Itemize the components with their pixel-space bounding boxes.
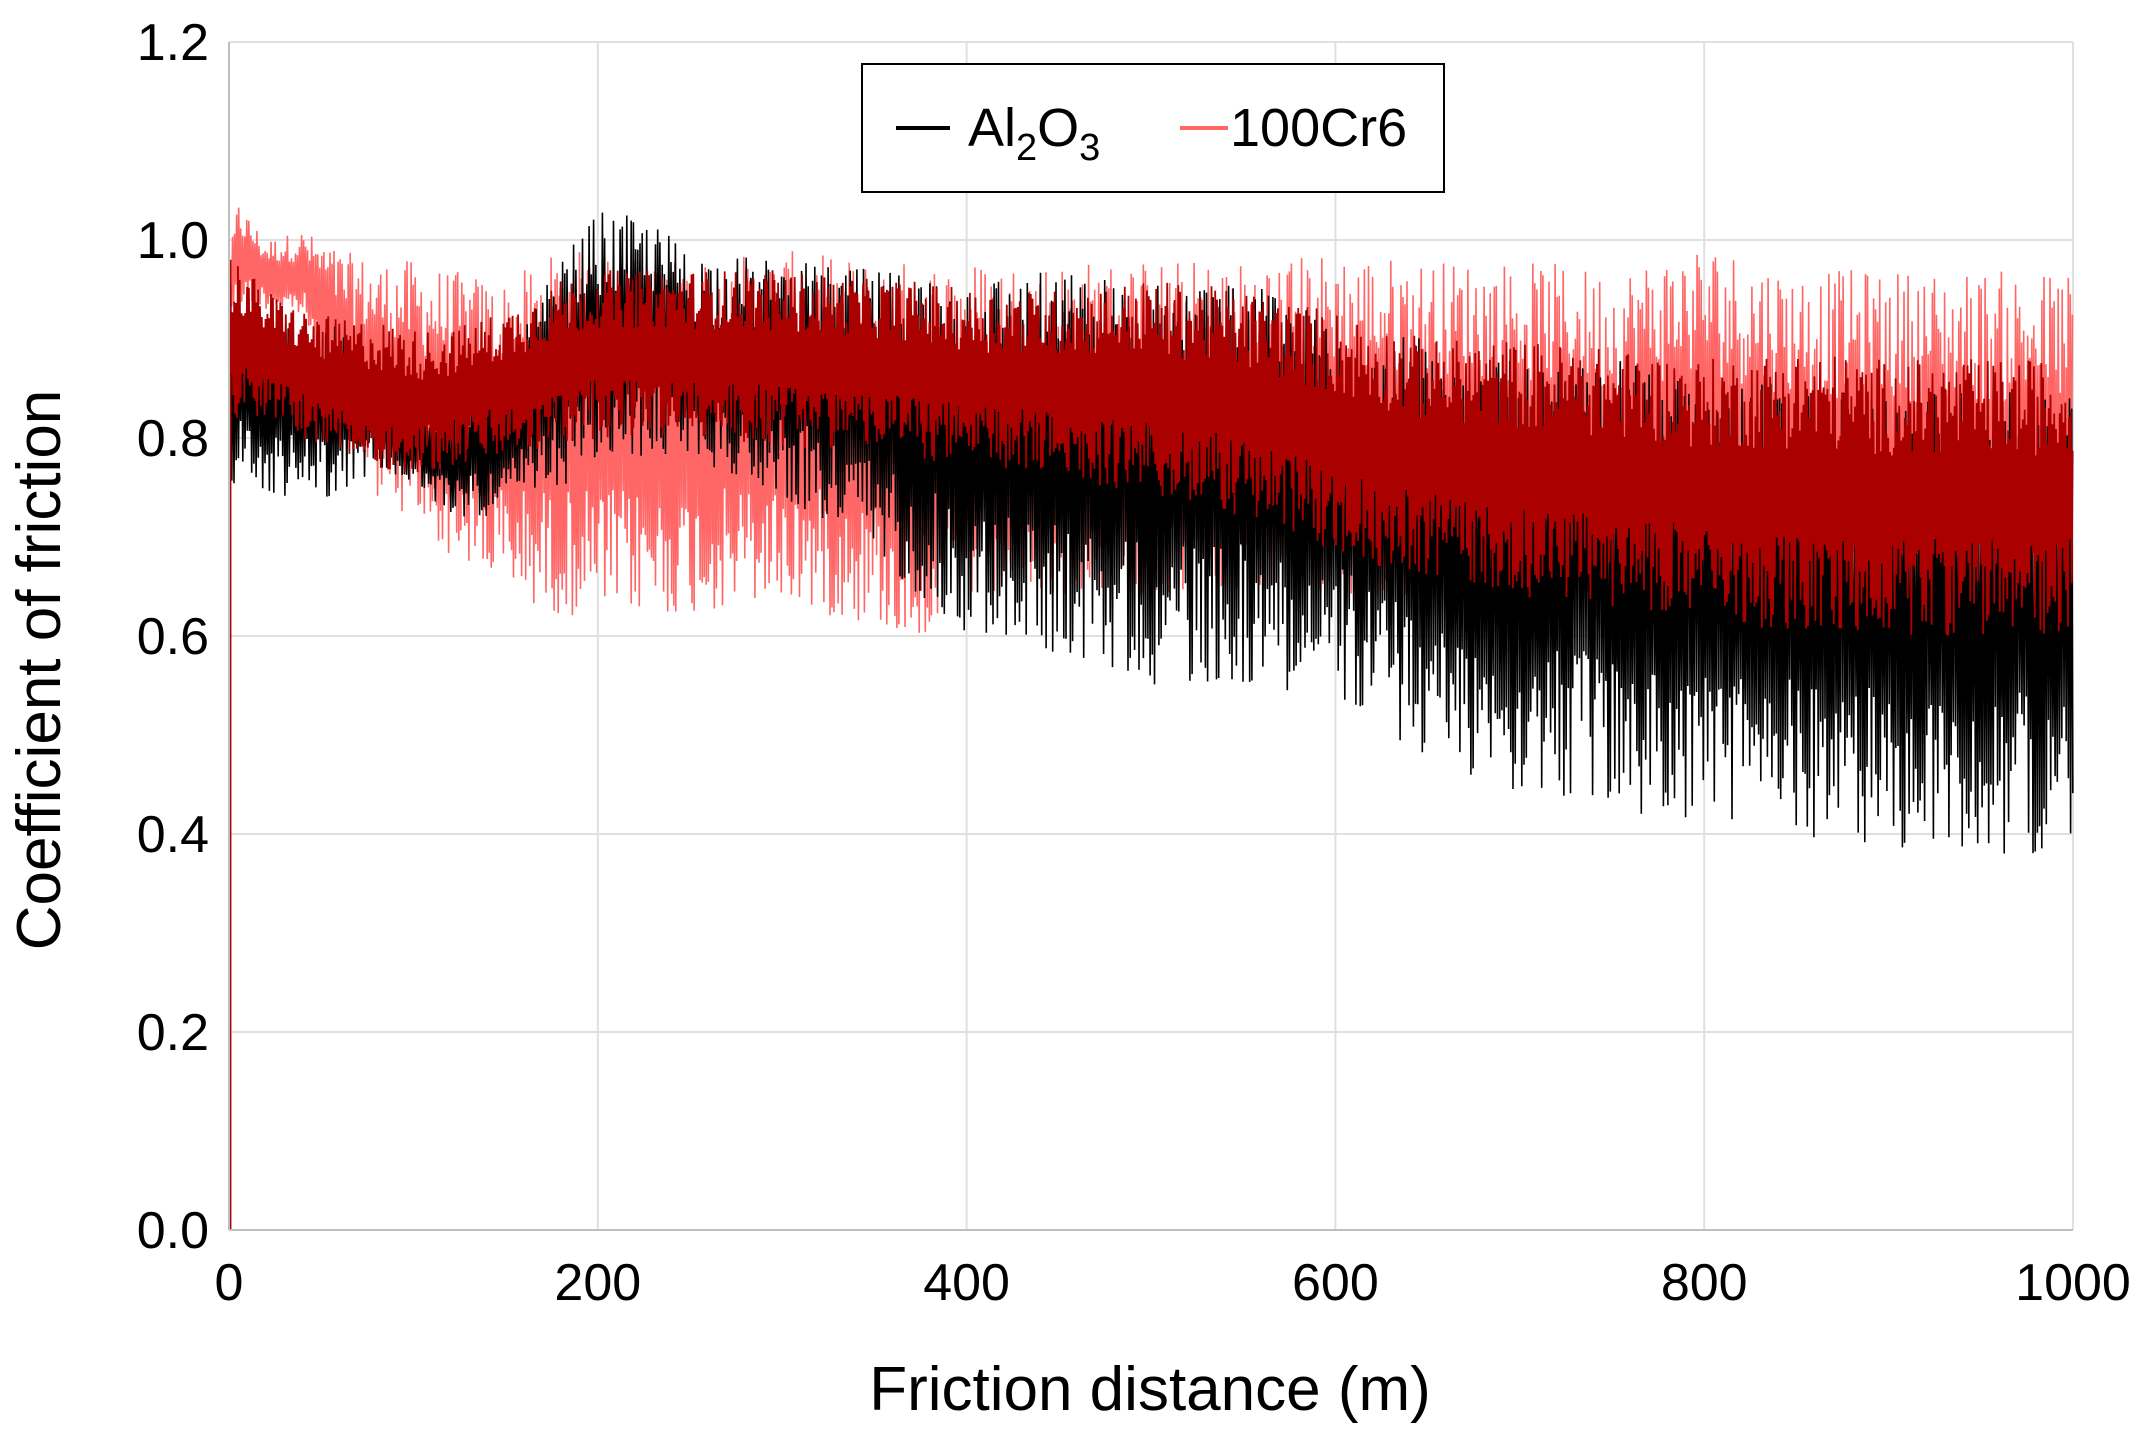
legend-al2o3-sub1: 2 [1016,127,1037,169]
x-tick-label: 200 [554,1254,641,1312]
y-tick-label: 1.2 [137,14,209,72]
legend-label-100cr6: 100Cr6 [1230,98,1407,158]
x-tick-label: 800 [1661,1254,1748,1312]
x-tick-label: 0 [215,1254,244,1312]
y-tick-label: 0.6 [137,608,209,666]
x-tick-label: 1000 [2015,1254,2131,1312]
series-100cr6-dense-line [228,266,2074,636]
y-tick-label: 1.0 [137,212,209,270]
axes [228,42,2073,1231]
y-tick-label: 0.8 [137,410,209,468]
x-tick-label: 600 [1292,1254,1379,1312]
legend-box [861,63,1445,193]
y-tick-label: 0.0 [137,1202,209,1260]
tick-labels: 0.0 0.2 0.4 0.6 0.8 1.0 1.2 0 200 400 600 800 1000 [137,14,2131,1312]
legend-label-al2o3: Al2O3 [968,98,1100,169]
legend-al2o3-sub2: 3 [1079,127,1100,169]
legend-al2o3-base: Al [968,98,1016,158]
y-tick-label: 0.2 [137,1004,209,1062]
x-tick-label: 400 [923,1254,1010,1312]
legend: Al2O3 100Cr6 [861,63,1445,193]
y-axis-title: Coefficient of friction [5,390,74,951]
x-axis-title: Friction distance (m) [869,1355,1431,1424]
y-tick-label: 0.4 [137,806,209,864]
legend-al2o3-mid: O [1037,98,1079,158]
plot-series [228,207,2074,1230]
